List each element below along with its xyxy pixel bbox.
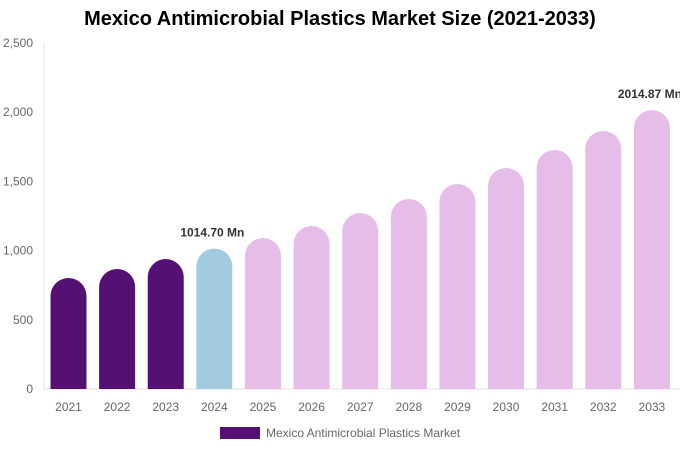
bar-2032 [585, 131, 622, 389]
bar-2026 [293, 225, 330, 389]
bar-2025 [244, 238, 281, 389]
x-tick-label: 2032 [590, 400, 617, 414]
x-tick-label: 2023 [152, 400, 179, 414]
x-tick-label: 2026 [298, 400, 325, 414]
bar-2022 [99, 269, 136, 389]
y-tick-label: 1,000 [3, 244, 33, 258]
bar-2033 [633, 110, 670, 389]
legend-swatch [220, 427, 260, 439]
x-tick-label: 2021 [55, 400, 82, 414]
x-tick-label: 2030 [493, 400, 520, 414]
data-label: 2014.87 Mn [618, 87, 680, 101]
legend[interactable]: Mexico Antimicrobial Plastics Market [220, 426, 460, 440]
y-tick-label: 1,500 [3, 174, 33, 188]
bar-2028 [390, 198, 427, 389]
y-tick-label: 2,500 [3, 36, 33, 50]
bar-2030 [488, 167, 525, 389]
y-tick-label: 500 [13, 313, 33, 327]
x-tick-label: 2033 [639, 400, 666, 414]
data-label: 1014.70 Mn [180, 226, 244, 240]
bar-2023 [147, 259, 184, 389]
bar-2029 [439, 184, 476, 389]
x-tick-label: 2029 [444, 400, 471, 414]
chart-title: Mexico Antimicrobial Plastics Market Siz… [84, 8, 596, 30]
bar-2027 [342, 212, 379, 389]
x-tick-label: 2024 [201, 400, 228, 414]
x-tick-label: 2022 [104, 400, 131, 414]
x-tick-label: 2031 [541, 400, 568, 414]
legend-label: Mexico Antimicrobial Plastics Market [266, 426, 461, 440]
bar-2024 [196, 248, 233, 389]
y-tick-label: 2,000 [3, 105, 33, 119]
x-tick-label: 2027 [347, 400, 374, 414]
bar-2031 [536, 149, 573, 389]
x-tick-label: 2025 [250, 400, 277, 414]
bar-2021 [50, 278, 87, 389]
x-tick-label: 2028 [395, 400, 422, 414]
y-tick-label: 0 [26, 382, 33, 396]
